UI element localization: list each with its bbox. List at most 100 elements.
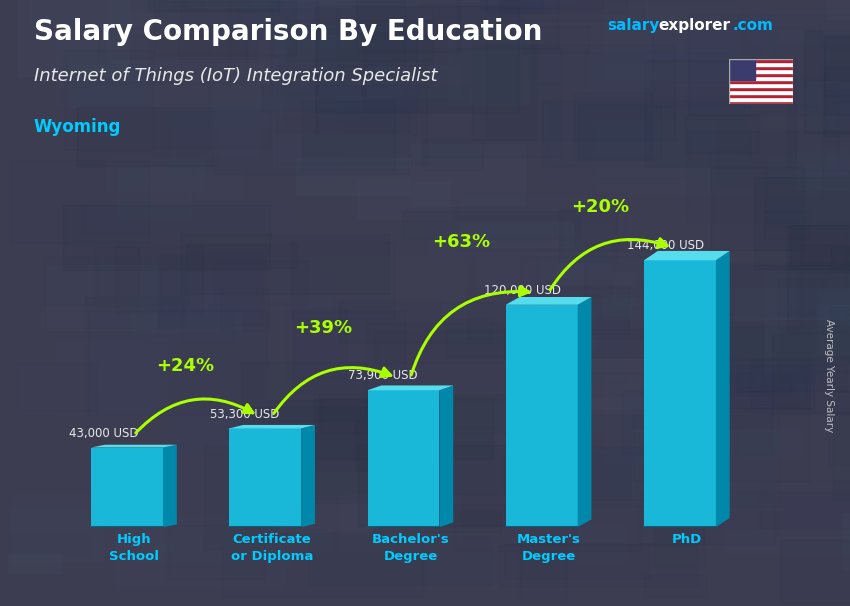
Bar <box>824 35 850 96</box>
Bar <box>292 242 394 319</box>
Bar <box>555 350 667 405</box>
Bar <box>534 434 588 488</box>
Bar <box>456 193 626 250</box>
Bar <box>287 308 346 378</box>
Bar <box>230 428 301 527</box>
Bar <box>685 115 759 153</box>
Bar <box>777 491 850 534</box>
Bar <box>537 286 629 335</box>
Bar <box>155 111 269 148</box>
Bar <box>729 94 793 97</box>
Bar <box>702 359 850 412</box>
Bar <box>831 247 850 269</box>
Bar <box>106 158 204 190</box>
Bar <box>589 373 790 395</box>
Bar <box>91 447 163 527</box>
Bar <box>681 166 821 196</box>
Bar <box>554 359 672 408</box>
Bar <box>155 73 281 127</box>
Bar <box>173 0 317 35</box>
Bar <box>808 81 850 130</box>
Bar <box>239 0 433 30</box>
Bar <box>178 26 256 62</box>
Bar <box>201 62 333 145</box>
Bar <box>476 544 560 600</box>
Bar <box>229 236 378 278</box>
Bar <box>729 101 793 104</box>
Bar <box>188 0 351 7</box>
Bar <box>214 261 308 305</box>
Bar <box>754 177 850 268</box>
Bar <box>94 247 139 307</box>
Bar <box>622 391 773 454</box>
Bar <box>204 446 277 549</box>
Bar <box>319 395 509 433</box>
Bar <box>337 1 405 65</box>
Bar <box>64 0 237 8</box>
Text: Certificate
or Diploma: Certificate or Diploma <box>231 533 314 563</box>
Text: 53,300 USD: 53,300 USD <box>210 408 280 421</box>
Bar <box>47 265 156 330</box>
Bar <box>817 305 850 324</box>
Text: Wyoming: Wyoming <box>34 118 122 136</box>
Bar <box>18 0 128 76</box>
Text: 120,000 USD: 120,000 USD <box>484 284 561 297</box>
Bar <box>99 35 247 83</box>
Bar <box>787 79 838 168</box>
Bar <box>88 310 268 415</box>
Text: 73,900 USD: 73,900 USD <box>348 370 418 382</box>
Bar <box>557 224 610 272</box>
Bar <box>448 26 529 105</box>
Bar <box>729 90 793 94</box>
Bar <box>275 9 340 92</box>
Bar <box>796 149 847 189</box>
Bar <box>10 509 102 562</box>
Bar <box>652 27 821 107</box>
Bar <box>11 534 89 554</box>
Bar <box>592 121 714 194</box>
Bar <box>711 150 823 184</box>
Bar <box>591 64 733 85</box>
Bar <box>156 527 331 551</box>
Bar <box>585 244 654 296</box>
Bar <box>114 514 285 588</box>
Bar <box>737 364 847 391</box>
Text: .com: .com <box>733 18 774 33</box>
Bar <box>94 351 173 391</box>
Bar <box>559 210 617 262</box>
Bar <box>82 202 293 233</box>
Polygon shape <box>578 297 592 527</box>
Bar <box>801 245 850 265</box>
Bar <box>632 430 779 508</box>
Bar <box>642 491 775 544</box>
Bar <box>687 131 850 222</box>
Bar <box>729 59 755 80</box>
Bar <box>417 0 575 2</box>
Bar <box>578 525 625 562</box>
Polygon shape <box>301 425 315 527</box>
Bar <box>421 48 561 157</box>
Bar <box>503 544 649 578</box>
Bar <box>63 205 270 270</box>
Bar <box>477 258 632 315</box>
Bar <box>582 415 779 507</box>
Bar <box>729 69 793 73</box>
Bar <box>586 90 654 121</box>
Bar <box>729 80 793 83</box>
Bar <box>446 329 655 358</box>
Bar <box>17 363 95 411</box>
Bar <box>529 52 733 84</box>
Bar <box>65 50 153 150</box>
Bar <box>276 65 428 164</box>
Text: explorer: explorer <box>659 18 731 33</box>
Bar <box>111 59 277 80</box>
Bar <box>31 0 179 26</box>
Text: +63%: +63% <box>433 233 490 251</box>
Bar <box>21 433 186 511</box>
Bar <box>728 265 850 361</box>
Bar <box>309 536 492 585</box>
Bar <box>172 415 241 507</box>
Bar <box>578 105 660 158</box>
Bar <box>768 159 850 232</box>
Bar <box>760 481 850 528</box>
